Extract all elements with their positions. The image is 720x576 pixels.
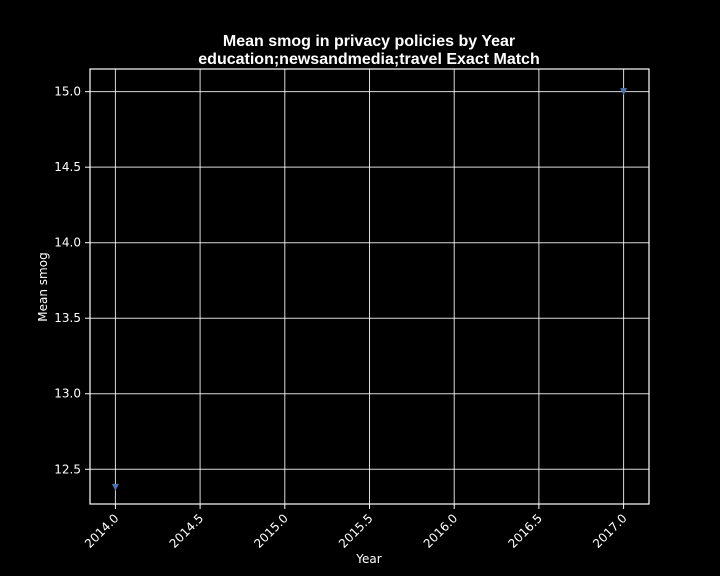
- data-point: [111, 483, 119, 491]
- x-axis-label: Year: [355, 552, 381, 566]
- data-point: [620, 88, 628, 96]
- chart-subtitle: education;newsandmedia;travel Exact Matc…: [198, 51, 539, 68]
- x-tick-label: 2015.5: [336, 511, 376, 551]
- x-tick-label: 2015.0: [251, 511, 291, 551]
- y-tick-label: 13.5: [54, 311, 81, 325]
- y-tick-label: 13.0: [54, 387, 81, 401]
- x-tick-label: 2017.0: [590, 511, 630, 551]
- grid: [90, 69, 649, 504]
- x-tick-label: 2014.5: [167, 511, 207, 551]
- x-tick-label: 2016.0: [421, 511, 461, 551]
- y-axis-label: Mean smog: [36, 252, 50, 321]
- y-tick-label: 14.5: [54, 160, 81, 174]
- x-axis: 2014.0 2014.5 2015.0 2015.5 2016.0 2016.5 2017…: [82, 504, 630, 551]
- chart-title: Mean smog in privacy policies by Year: [223, 33, 515, 50]
- x-tick-label: 2016.5: [505, 511, 545, 551]
- y-tick-label: 14.0: [54, 236, 81, 250]
- x-tick-label: 2014.0: [82, 511, 122, 551]
- y-tick-label: 12.5: [54, 462, 81, 476]
- y-axis: 12.5 13.0 13.5 14.0 14.5 15.0: [54, 85, 90, 476]
- data-points: [111, 88, 628, 491]
- y-tick-label: 15.0: [54, 85, 81, 99]
